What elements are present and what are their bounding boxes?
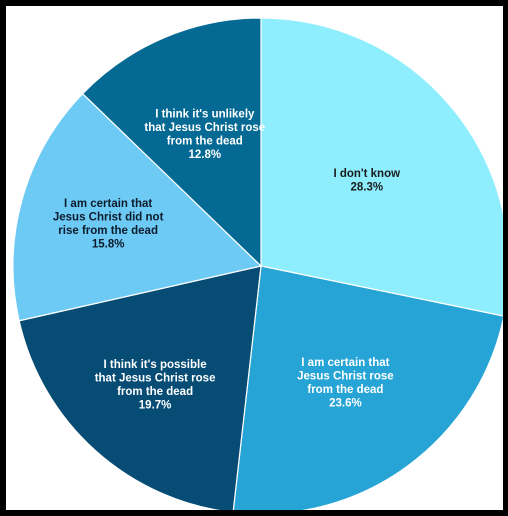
slice-label-line: I am certain that xyxy=(301,357,389,369)
slice-label-line: from the dead xyxy=(307,384,383,396)
slice-label-line: I don't know xyxy=(333,168,400,180)
pie-slice xyxy=(260,17,503,317)
chart-frame: I don't know 28.3% I am certain that Jesus … xyxy=(6,6,503,510)
slice-percent: 19.7% xyxy=(139,399,172,411)
slice-label-line: I think it's possible xyxy=(104,359,207,371)
slice-label: I am certain that Jesus Christ did not ris… xyxy=(53,198,164,251)
slice-percent: 23.6% xyxy=(329,398,362,410)
slice-label-line: I am certain that xyxy=(64,198,152,210)
slice-label-line: from the dead xyxy=(117,386,193,398)
slice-label-line: Jesus Christ did not xyxy=(53,211,164,223)
pie-slice xyxy=(12,92,263,322)
slice-label-line: Jesus Christ rose xyxy=(297,371,394,383)
pie-slice xyxy=(81,17,262,268)
slice-label-line: from the dead xyxy=(167,135,243,147)
slice-label: I don't know 28.3% xyxy=(333,168,400,194)
pie-slice xyxy=(232,265,503,510)
slice-label-line: I think it's unlikely xyxy=(155,108,255,120)
slice-label: I think it's possible that Jesus Christ r… xyxy=(95,359,216,412)
slice-label-line: rise from the dead xyxy=(58,225,158,237)
slice-label-line: that Jesus Christ rose xyxy=(95,372,216,384)
slice-percent: 15.8% xyxy=(92,238,125,250)
slice-label: I think it's unlikely that Jesus Christ r… xyxy=(144,108,265,161)
pie-slice xyxy=(18,265,262,510)
slice-label: I am certain that Jesus Christ rose from t… xyxy=(297,357,394,410)
slice-percent: 12.8% xyxy=(189,149,222,161)
slice-percent: 28.3% xyxy=(350,182,383,194)
pie-chart: I don't know 28.3%I am certain that Jesus … xyxy=(12,17,503,510)
slice-label-line: that Jesus Christ rose xyxy=(144,122,265,134)
